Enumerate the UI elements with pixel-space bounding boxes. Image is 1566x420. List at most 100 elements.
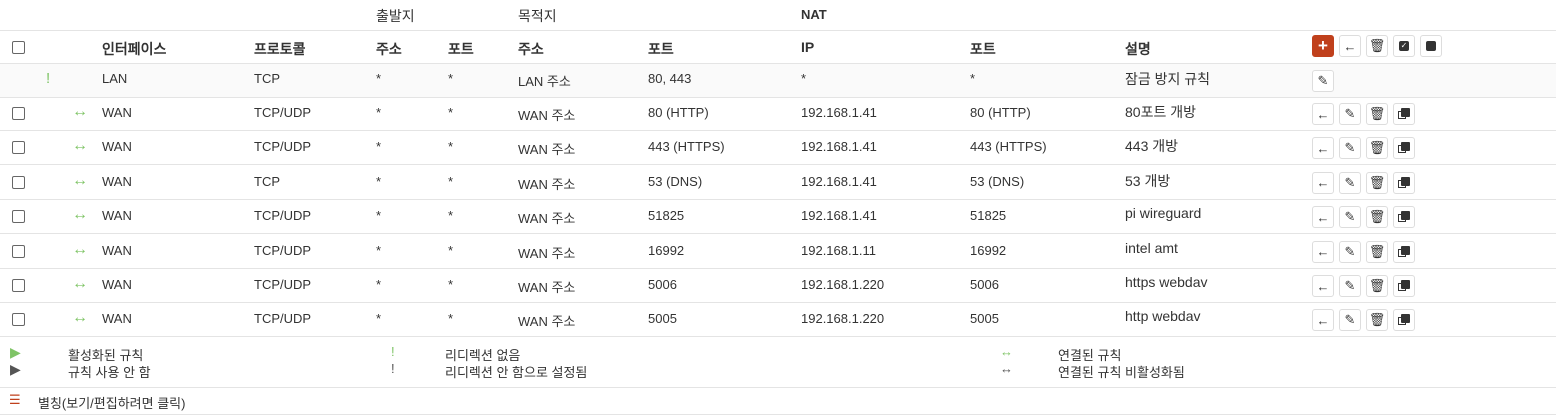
cell-protocol: TCP/UDP — [254, 242, 312, 258]
trash-icon: 🗑 — [1368, 278, 1386, 293]
alias-link[interactable]: 별칭(보기/편집하려면 클릭) — [38, 396, 186, 411]
cell-dst-port: 5005 — [648, 311, 677, 327]
row-checkbox[interactable] — [12, 279, 25, 292]
clone-button[interactable] — [1393, 137, 1415, 160]
edit-button[interactable]: ✎ — [1339, 171, 1361, 194]
linked-rule-icon: ↔ — [72, 275, 88, 292]
cell-nat-port: 5006 — [970, 277, 999, 292]
cell-description: intel amt — [1125, 239, 1178, 256]
col-nat-ip: IP — [801, 39, 815, 55]
cell-dst-addr: WAN 주소 — [518, 108, 576, 123]
cell-description: 443 개방 — [1125, 138, 1179, 155]
edit-button[interactable]: ✎ — [1339, 137, 1361, 160]
delete-button[interactable]: 🗑 — [1366, 240, 1388, 263]
delete-button[interactable]: 🗑 — [1366, 275, 1388, 297]
legend-disabled: 규칙 사용 안 함 — [68, 365, 151, 380]
move-button[interactable]: ← — [1312, 275, 1334, 297]
move-button[interactable]: ← — [1312, 240, 1334, 263]
cell-nat-ip: 192.168.1.41 — [801, 139, 877, 155]
clone-button[interactable] — [1393, 206, 1415, 229]
row-checkbox[interactable] — [12, 141, 25, 155]
check-square-icon: ✓ — [1399, 41, 1409, 51]
col-protocol: 프로토콜 — [254, 41, 306, 57]
cell-description: pi wireguard — [1125, 205, 1202, 222]
row-checkbox[interactable] — [12, 313, 25, 327]
delete-button[interactable]: 🗑 — [1366, 137, 1388, 160]
clone-icon — [1398, 211, 1410, 223]
cell-nat-port: * — [970, 71, 976, 86]
delete-button[interactable]: 🗑 — [1366, 309, 1388, 332]
clone-icon — [1398, 176, 1410, 189]
legend-no-redirect-disabled: 리디렉션 안 함으로 설정됨 — [445, 365, 588, 380]
cell-interface: WAN — [102, 242, 132, 258]
arrow-left-icon: ← — [1316, 244, 1330, 260]
clone-button[interactable] — [1393, 171, 1415, 194]
edit-button[interactable]: ✎ — [1339, 275, 1361, 297]
cell-nat-ip: * — [801, 71, 807, 86]
cell-dst-port: 53 (DNS) — [648, 173, 703, 189]
pencil-icon: ✎ — [1344, 209, 1356, 225]
row-checkbox[interactable] — [12, 210, 25, 224]
cell-dst-addr: WAN 주소 — [518, 142, 576, 158]
move-button[interactable]: ← — [1312, 309, 1334, 332]
trash-icon: 🗑 — [1368, 243, 1386, 259]
move-button[interactable]: ← — [1312, 171, 1334, 194]
disable-selected-button[interactable] — [1420, 35, 1442, 57]
move-button[interactable]: ← — [1312, 103, 1334, 125]
edit-button[interactable]: ✎ — [1339, 240, 1361, 263]
move-button[interactable]: ← — [1339, 35, 1361, 57]
add-rule-button[interactable]: + — [1312, 35, 1334, 57]
play-icon-disabled: ▶ — [10, 361, 21, 377]
legend-no-redirect: 리디렉션 없음 — [445, 348, 521, 363]
move-button[interactable]: ← — [1312, 206, 1334, 229]
cell-description: 80포트 개방 — [1125, 104, 1196, 120]
clone-button[interactable] — [1393, 275, 1415, 297]
row-checkbox[interactable] — [12, 107, 25, 120]
select-all-checkbox[interactable] — [12, 41, 25, 54]
cell-interface: WAN — [102, 277, 132, 292]
cell-dst-port: 16992 — [648, 242, 685, 258]
cell-protocol: TCP/UDP — [254, 311, 312, 327]
linked-rule-icon: ↔ — [72, 240, 88, 258]
clone-button[interactable] — [1393, 309, 1415, 332]
enable-selected-button[interactable]: ✓ — [1393, 35, 1415, 57]
trash-icon: 🗑 — [1368, 106, 1386, 121]
arrow-left-icon: ← — [1316, 209, 1330, 225]
cell-src-addr: * — [376, 208, 382, 224]
header-row: 인터페이스 프로토콜 주소 포트 주소 포트 IP 포트 설명 + ← 🗑 ✓ — [0, 30, 1556, 64]
delete-button[interactable]: 🗑 — [1366, 171, 1388, 194]
cell-src-addr: * — [376, 105, 382, 120]
cell-src-addr: * — [376, 139, 382, 155]
clone-icon — [1398, 108, 1410, 120]
rule-row: ↔ WAN TCP * * WAN 주소 53 (DNS) 192.168.1.41 53 (D… — [0, 166, 1556, 200]
cell-nat-ip: 192.168.1.220 — [801, 311, 885, 327]
cell-description: 잠금 방지 규칙 — [1125, 71, 1211, 87]
cell-dst-port: 5006 — [648, 277, 677, 292]
move-button[interactable]: ← — [1312, 137, 1334, 160]
linked-rule-icon: ↔ — [72, 103, 88, 120]
row-checkbox[interactable] — [12, 175, 25, 189]
delete-button[interactable]: 🗑 — [1366, 206, 1388, 229]
clone-button[interactable] — [1393, 103, 1415, 125]
delete-selected-button[interactable]: 🗑 — [1366, 35, 1388, 57]
clone-button[interactable] — [1393, 240, 1415, 263]
play-icon-enabled: ▶ — [10, 344, 21, 360]
cell-nat-ip: 192.168.1.11 — [801, 242, 876, 258]
col-src-port: 포트 — [448, 41, 474, 57]
edit-button[interactable]: ✎ — [1339, 206, 1361, 229]
trash-icon: 🗑 — [1368, 38, 1386, 53]
row-checkbox[interactable] — [12, 244, 25, 258]
edit-button[interactable]: ✎ — [1339, 103, 1361, 125]
lan-antilockout-row: ! LAN TCP * * LAN 주소 80, 443 * * 잠금 방지 규… — [0, 64, 1556, 98]
cell-interface: WAN — [102, 208, 132, 224]
rule-row: ↔ WAN TCP/UDP * * WAN 주소 5006 192.168.1.220 5006… — [0, 269, 1556, 303]
cell-nat-ip: 192.168.1.220 — [801, 277, 885, 292]
edit-button[interactable]: ✎ — [1312, 70, 1334, 92]
edit-button[interactable]: ✎ — [1339, 309, 1361, 332]
delete-button[interactable]: 🗑 — [1366, 103, 1388, 125]
pencil-icon: ✎ — [1344, 312, 1356, 328]
cell-dst-port: 80, 443 — [648, 71, 692, 86]
cell-dst-port: 51825 — [648, 208, 685, 224]
cell-src-addr: * — [376, 242, 382, 258]
